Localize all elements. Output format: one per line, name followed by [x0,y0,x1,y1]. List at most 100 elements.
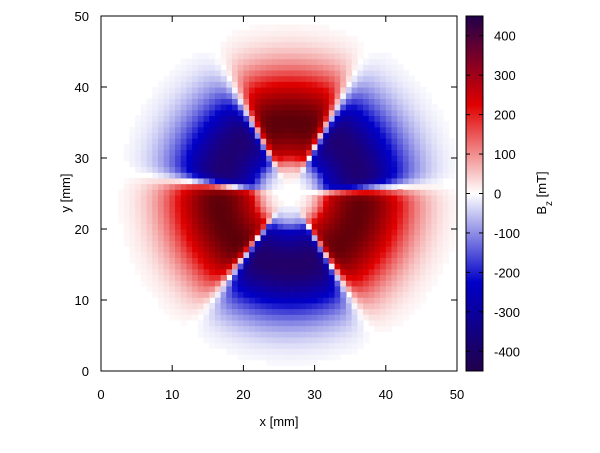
heatmap-cell [351,47,358,54]
heatmap-cell [260,302,267,310]
heatmap-cell [180,240,188,247]
heatmap-cell [363,257,370,264]
heatmap-cell [431,240,438,247]
heatmap-cell [197,132,205,139]
heatmap-cell [306,263,313,270]
heatmap-cell [317,115,324,122]
heatmap-cell [323,132,330,139]
heatmap-cell [294,211,301,219]
heatmap-cell [232,115,239,122]
heatmap-cell [277,229,284,236]
heatmap-cell [368,109,376,116]
heatmap-cell [260,206,267,213]
heatmap-cell [323,126,330,134]
heatmap-cell [249,229,256,236]
heatmap-cell [180,246,188,253]
heatmap-cell [294,35,301,43]
heatmap-cell [180,75,188,82]
heatmap-cell [340,223,347,230]
heatmap-cell [175,121,182,128]
heatmap-cell [419,115,427,122]
heatmap-cell [317,240,324,247]
heatmap-cell [203,177,210,185]
heatmap-cell [163,291,170,298]
heatmap-cell [249,92,256,99]
heatmap-cell [237,160,244,168]
heatmap-cell [140,268,148,276]
heatmap-cell [214,194,222,202]
heatmap-cell [374,229,381,236]
heatmap-cell [254,155,262,162]
heatmap-cell [203,234,210,241]
heatmap-cell [385,285,393,293]
heatmap-cell [283,92,290,99]
heatmap-cell [345,319,353,327]
heatmap-cell [368,121,376,128]
heatmap-cell [163,211,170,219]
heatmap-cell [163,177,170,185]
heatmap-cell [328,104,336,111]
heatmap-cell [425,240,432,247]
heatmap-cell [152,251,159,258]
heatmap-cell [311,138,319,145]
heatmap-cell [391,109,398,116]
heatmap-cell [351,229,358,236]
heatmap-cell [271,319,279,327]
heatmap-cell [203,160,210,168]
heatmap-cell [328,155,336,162]
heatmap-cell [397,109,404,116]
heatmap-cell [300,348,307,355]
heatmap-cell [157,126,165,134]
heatmap-cell [442,206,450,213]
heatmap-cell [192,251,199,258]
heatmap-cell [391,200,398,207]
heatmap-cell [271,274,279,281]
heatmap-cell [192,75,199,82]
heatmap-cell [300,325,307,332]
heatmap-cell [357,308,364,315]
heatmap-cell [237,121,244,128]
heatmap-cell [323,81,330,88]
heatmap-cell [340,268,347,276]
heatmap-cell [306,109,313,116]
heatmap-cell [437,229,444,236]
heatmap-cell [454,223,457,230]
heatmap-cell [306,87,313,94]
heatmap-cell [180,64,188,71]
heatmap-cell [226,160,233,168]
heatmap-cell [254,138,262,145]
heatmap-cell [414,217,421,224]
heatmap-cell [402,149,410,156]
heatmap-cell [351,200,358,207]
heatmap-cell [380,155,387,162]
heatmap-cell [328,115,336,122]
heatmap-cell [163,98,170,105]
heatmap-cell [317,229,324,236]
heatmap-cell [323,206,330,213]
heatmap-cell [237,75,244,82]
heatmap-cell [203,285,210,293]
heatmap-cell [397,98,404,105]
heatmap-cell [374,149,381,156]
heatmap-cell [214,285,222,293]
heatmap-cell [129,177,136,185]
heatmap-cell [271,331,279,338]
heatmap-cell [306,353,313,361]
heatmap-cell [175,98,182,105]
heatmap-cell [317,200,324,207]
heatmap-cell [220,92,227,99]
heatmap-cell [226,223,233,230]
heatmap-cell [243,353,250,361]
heatmap-cell [220,98,227,105]
heatmap-cell [340,138,347,145]
heatmap-cell [186,189,193,196]
heatmap-cell [334,41,341,48]
heatmap-cell [283,98,290,105]
heatmap-cell [203,291,210,298]
heatmap-cell [363,229,370,236]
heatmap-cell [209,217,216,224]
heatmap-cell [140,229,148,236]
heatmap-cell [254,189,262,196]
heatmap-cell [237,138,244,145]
heatmap-cell [129,200,136,207]
